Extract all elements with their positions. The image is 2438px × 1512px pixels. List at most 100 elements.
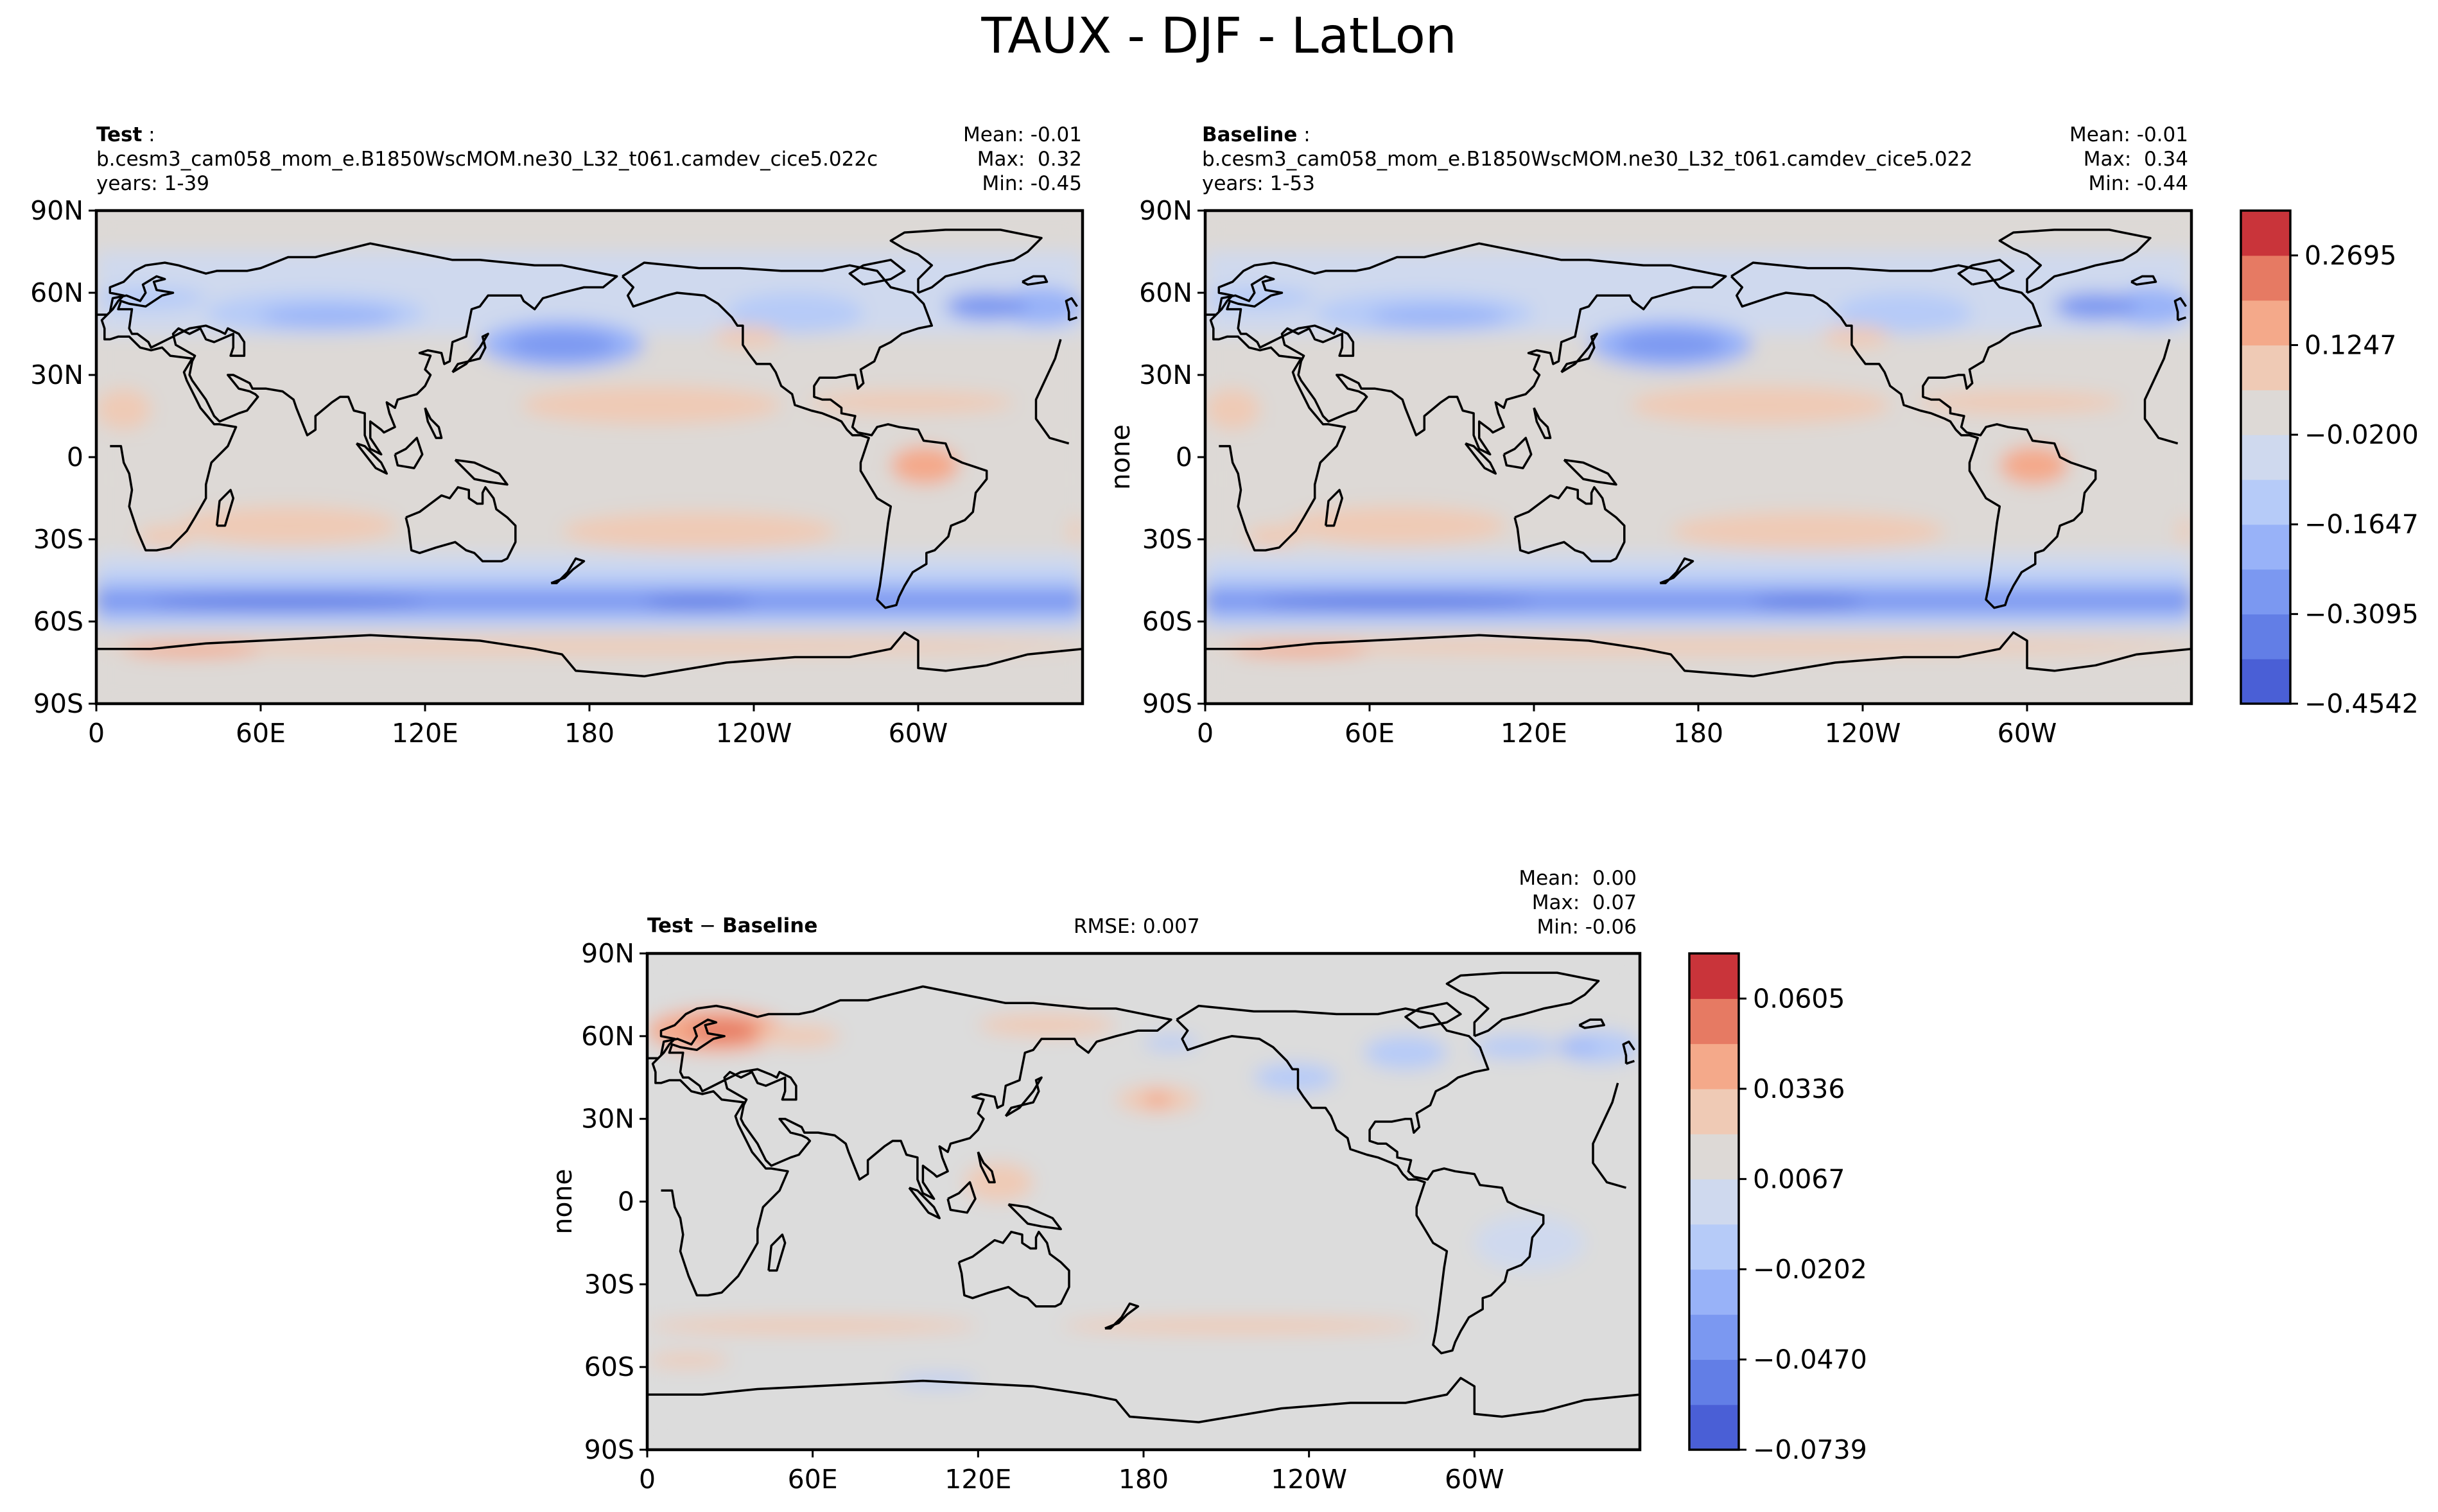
field-anomaly bbox=[1822, 326, 1890, 348]
colorbar-segment bbox=[1689, 1179, 1739, 1225]
y-tick-label: 60N bbox=[30, 277, 83, 308]
field-anomaly bbox=[1616, 331, 1726, 359]
colorbar-segment bbox=[2241, 255, 2290, 301]
coastline-australia bbox=[405, 486, 517, 562]
colorbar-segment bbox=[2241, 300, 2290, 346]
coastline-newzealand bbox=[550, 557, 586, 585]
coastline-iceland bbox=[2130, 275, 2157, 286]
diff-title-minus: − bbox=[693, 914, 723, 937]
baseline-years: years: 1-53 bbox=[1202, 172, 1315, 195]
figure-title: TAUX - DJF - LatLon bbox=[981, 8, 1457, 65]
colorbar-segment bbox=[2241, 345, 2290, 390]
coastline-antarctica bbox=[96, 631, 1083, 678]
coastline-america bbox=[1730, 261, 2097, 609]
coastline-newzealand bbox=[1659, 557, 1694, 585]
field-anomaly bbox=[945, 293, 1028, 320]
field-anomaly bbox=[964, 1163, 1034, 1202]
x-tick-label: 60W bbox=[1445, 1464, 1504, 1495]
y-tick-label: 90N bbox=[581, 938, 634, 969]
field-anomaly bbox=[647, 1353, 730, 1368]
coastline-iceland bbox=[1578, 1018, 1605, 1029]
test-title-suffix: : bbox=[142, 123, 155, 146]
colorbar-segment bbox=[2241, 211, 2290, 256]
coastline-europeAfrica bbox=[96, 242, 1070, 552]
field-anomaly bbox=[1287, 506, 1507, 545]
colorbar-segment bbox=[2241, 569, 2290, 614]
test-years: years: 1-39 bbox=[96, 172, 209, 195]
colorbar-tick-label: −0.1647 bbox=[2304, 509, 2419, 540]
field-anomaly bbox=[1753, 594, 1863, 611]
x-tick-label: 60E bbox=[1345, 718, 1395, 749]
colorbar-frame bbox=[1688, 952, 1740, 1451]
field-anomaly bbox=[1068, 517, 1083, 545]
colorbar-main: 0.2695 0.1247 −0.0200 −0.1647 −0.3095 −0.4542 bbox=[2240, 209, 2419, 719]
field-band bbox=[1205, 252, 2191, 279]
x-tick-label: 0 bbox=[1197, 718, 1214, 749]
coastline-antarctica bbox=[1205, 631, 2191, 678]
x-tick-label: 120W bbox=[716, 718, 792, 749]
y-tick-label: 0 bbox=[67, 442, 83, 473]
coastline-australia bbox=[957, 1230, 1070, 1308]
colorbar-tick-label: 0.1247 bbox=[2304, 329, 2396, 360]
colorbar-tick-label: −0.0200 bbox=[2304, 419, 2419, 450]
field-band bbox=[1205, 553, 2191, 573]
field-anomaly bbox=[1253, 1063, 1337, 1091]
coastline-iceland bbox=[1022, 275, 1049, 286]
field-anomaly bbox=[1205, 638, 2191, 655]
y-tick-label: 30N bbox=[30, 360, 83, 390]
y-tick-label: 30S bbox=[584, 1269, 634, 1299]
colorbar-segment bbox=[2241, 614, 2290, 659]
field-anomaly bbox=[1205, 388, 1260, 430]
coastline-borneo bbox=[1502, 437, 1533, 469]
field-anomaly bbox=[178, 506, 398, 545]
coastlines bbox=[96, 229, 1083, 678]
x-tick-label: 120E bbox=[1501, 718, 1567, 749]
colorbar-tick-label: 0.0336 bbox=[1753, 1073, 1845, 1104]
coastline-baffin bbox=[1404, 1002, 1462, 1029]
x-tick-label: 180 bbox=[1119, 1464, 1169, 1495]
colorbar-segment bbox=[1689, 1404, 1739, 1450]
coastline-sumatra bbox=[355, 442, 388, 475]
difference-map: 0 60E 120E 180 120W 60W 90N 60N 30N 0 30S 60S 90S non… bbox=[547, 938, 1642, 1495]
field-anomaly bbox=[123, 643, 261, 657]
x-tick-label: 120E bbox=[945, 1464, 1011, 1495]
baseline-min: Min: -0.44 bbox=[2088, 172, 2188, 195]
coastline-america bbox=[1176, 1004, 1545, 1355]
field-band bbox=[1205, 613, 2191, 627]
y-tick-label: 60S bbox=[33, 606, 83, 637]
coastline-greenland bbox=[1998, 229, 2152, 294]
field-anomaly bbox=[261, 306, 398, 326]
x-tick-label: 180 bbox=[564, 718, 614, 749]
colorbar-tick-label: 0.2695 bbox=[2304, 240, 2396, 271]
field-anomaly bbox=[1260, 594, 1534, 611]
field-anomaly bbox=[1835, 293, 1972, 334]
field-anomaly bbox=[1061, 1317, 1420, 1334]
colorbar-segment bbox=[1689, 1088, 1739, 1134]
field-band bbox=[96, 252, 1083, 279]
diff-stats: Mean: 0.00 Max: 0.07 Min: -0.06 bbox=[1519, 866, 1637, 939]
x-tick-label: 60W bbox=[1998, 718, 2057, 749]
colorbar-segment bbox=[1689, 1269, 1739, 1315]
colorbar-segment bbox=[1689, 1134, 1739, 1179]
diff-max: Max: 0.07 bbox=[1531, 891, 1637, 914]
colorbar-segment bbox=[1689, 1314, 1739, 1360]
coastline-newguinea bbox=[454, 458, 509, 486]
field-anomaly bbox=[137, 525, 193, 548]
colorbar-segment bbox=[1689, 953, 1739, 999]
field-anomaly bbox=[1917, 391, 2123, 413]
test-stats: Mean: -0.01 Max: 0.32 Min: -0.45 bbox=[963, 123, 1082, 196]
colorbar-segment bbox=[2241, 659, 2290, 704]
y-axis-label: none bbox=[1105, 424, 1136, 490]
coastline-baffin bbox=[848, 259, 906, 286]
test-max: Max: 0.32 bbox=[977, 148, 1082, 171]
colorbar-diff: 0.0605 0.0336 0.0067 −0.0202 −0.0470 −0.0739 bbox=[1688, 952, 1867, 1465]
field-anomaly bbox=[1364, 1036, 1447, 1070]
y-tick-label: 30S bbox=[1142, 524, 1192, 555]
coastlines bbox=[1205, 229, 2191, 678]
field-anomaly bbox=[1000, 287, 1083, 326]
field-anomaly bbox=[1671, 512, 1946, 551]
y-tick-label: 60N bbox=[581, 1021, 634, 1052]
field-anomaly bbox=[757, 1025, 840, 1048]
field-anomaly bbox=[521, 386, 781, 424]
coastline-newguinea bbox=[1563, 458, 1617, 486]
